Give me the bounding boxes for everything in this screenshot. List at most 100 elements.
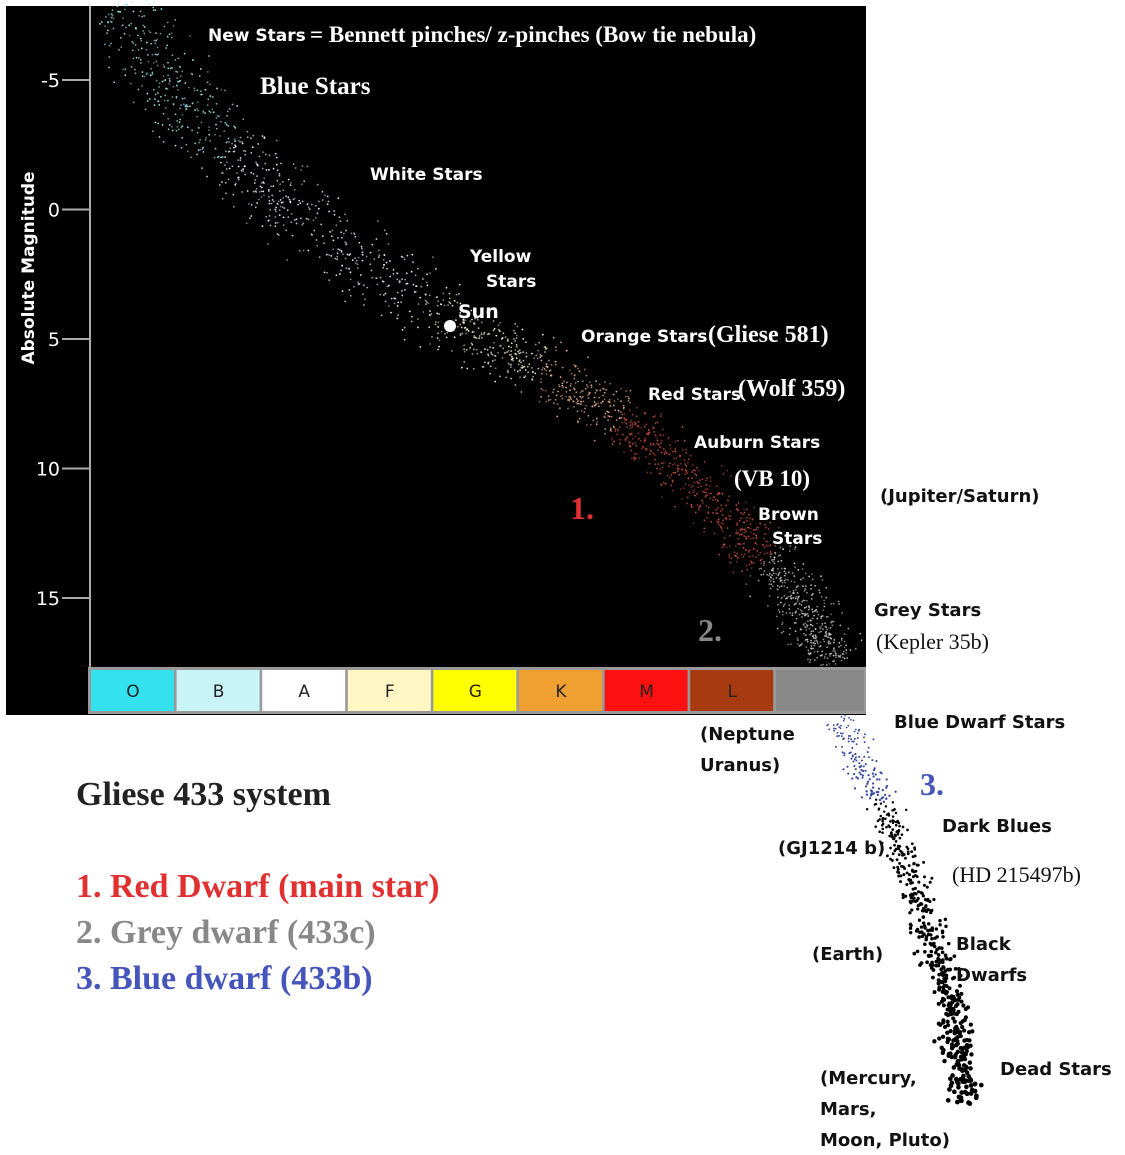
star-dot bbox=[263, 194, 265, 196]
star-dot bbox=[706, 478, 708, 480]
star-dot bbox=[821, 655, 823, 657]
star-dot bbox=[806, 592, 808, 594]
star-dot bbox=[817, 651, 819, 653]
star-dot bbox=[743, 521, 745, 523]
star-dot bbox=[452, 305, 454, 307]
star-dot bbox=[300, 218, 302, 220]
star-dot bbox=[707, 511, 709, 513]
star-dot bbox=[429, 294, 431, 296]
star-dot bbox=[396, 272, 398, 274]
star-dot bbox=[754, 542, 756, 544]
star-dot bbox=[677, 440, 679, 442]
star-dot bbox=[483, 332, 485, 334]
star-dot bbox=[626, 436, 628, 438]
star-dot bbox=[746, 520, 748, 522]
star-dot bbox=[264, 136, 266, 138]
star-dot bbox=[824, 603, 826, 605]
star-dot bbox=[364, 298, 366, 300]
star-dot bbox=[794, 581, 796, 583]
star-dot bbox=[541, 373, 543, 375]
star-dot bbox=[128, 24, 130, 26]
star-dot bbox=[157, 92, 159, 94]
star-dot bbox=[638, 457, 640, 459]
star-dot bbox=[222, 156, 224, 158]
star-dot bbox=[788, 608, 790, 610]
star-dot bbox=[407, 283, 409, 285]
star-dot bbox=[804, 607, 806, 609]
star-dot bbox=[190, 156, 192, 158]
star-dot bbox=[683, 487, 685, 489]
label: Orange Stars bbox=[581, 325, 707, 350]
star-dot bbox=[207, 104, 209, 106]
star-dot bbox=[226, 142, 228, 144]
star-dot bbox=[688, 492, 690, 494]
star-dot bbox=[810, 588, 812, 590]
star-dot bbox=[749, 564, 751, 566]
star-dot bbox=[463, 361, 465, 363]
star-dot bbox=[745, 536, 747, 538]
star-dot bbox=[942, 1059, 946, 1063]
star-dot bbox=[118, 11, 120, 13]
star-dot bbox=[255, 191, 257, 193]
star-dot bbox=[764, 546, 766, 548]
star-dot bbox=[655, 437, 657, 439]
star-dot bbox=[784, 582, 786, 584]
star-dot bbox=[480, 351, 482, 353]
star-dot bbox=[887, 812, 889, 814]
star-dot bbox=[704, 520, 706, 522]
star-dot bbox=[540, 388, 542, 390]
star-dot bbox=[770, 553, 772, 555]
star-dot bbox=[830, 634, 832, 636]
star-dot bbox=[907, 847, 910, 850]
star-dot bbox=[779, 611, 781, 613]
star-dot bbox=[776, 577, 778, 579]
star-dot bbox=[946, 1019, 950, 1023]
star-dot bbox=[631, 419, 633, 421]
star-dot bbox=[269, 209, 271, 211]
star-dot bbox=[619, 417, 621, 419]
legend-item: 3. Blue dwarf (433b) bbox=[76, 960, 373, 998]
star-dot bbox=[957, 995, 961, 999]
star-dot bbox=[623, 405, 625, 407]
star-dot bbox=[797, 639, 799, 641]
star-dot bbox=[881, 828, 884, 831]
star-dot bbox=[727, 527, 729, 529]
star-dot bbox=[220, 121, 222, 123]
star-dot bbox=[830, 603, 832, 605]
star-dot bbox=[909, 931, 912, 934]
star-dot bbox=[111, 13, 113, 15]
star-dot bbox=[520, 367, 522, 369]
star-dot bbox=[238, 166, 240, 168]
star-dot bbox=[842, 732, 844, 734]
star-dot bbox=[781, 580, 783, 582]
star-dot bbox=[721, 465, 723, 467]
star-dot bbox=[417, 318, 419, 320]
star-dot bbox=[397, 305, 399, 307]
star-dot bbox=[214, 157, 216, 159]
star-dot bbox=[239, 141, 241, 143]
star-dot bbox=[354, 236, 356, 238]
star-dot bbox=[787, 596, 789, 598]
star-dot bbox=[804, 600, 806, 602]
star-dot bbox=[546, 363, 548, 365]
star-dot bbox=[283, 207, 285, 209]
star-dot bbox=[838, 603, 840, 605]
star-dot bbox=[684, 440, 686, 442]
star-dot bbox=[519, 349, 521, 351]
star-dot bbox=[341, 264, 343, 266]
star-dot bbox=[664, 453, 666, 455]
star-dot bbox=[142, 25, 144, 27]
star-dot bbox=[579, 370, 581, 372]
star-dot bbox=[516, 337, 518, 339]
star-dot bbox=[755, 529, 757, 531]
star-dot bbox=[234, 127, 236, 129]
spectral-class: O bbox=[126, 682, 139, 702]
star-dot bbox=[354, 257, 356, 259]
star-dot bbox=[787, 579, 789, 581]
star-dot bbox=[840, 732, 842, 734]
sun-dot bbox=[444, 320, 456, 332]
star-dot bbox=[963, 1018, 967, 1022]
star-dot bbox=[953, 1020, 957, 1024]
star-dot bbox=[873, 769, 875, 771]
star-dot bbox=[393, 273, 395, 275]
